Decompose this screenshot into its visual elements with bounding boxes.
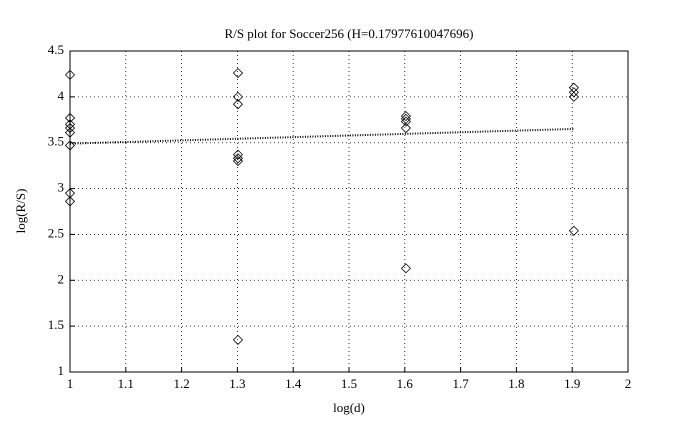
point	[400, 263, 411, 274]
y-tick-label: 4.5	[48, 42, 64, 57]
x-tick-label: 1.1	[118, 376, 134, 391]
y-tick-label: 3.5	[48, 134, 64, 149]
point	[232, 155, 244, 167]
x-tick-label: 1.8	[508, 376, 524, 391]
point	[232, 149, 244, 160]
point	[568, 87, 579, 98]
y-tick-label: 1.5	[48, 317, 64, 332]
point	[64, 112, 76, 124]
point	[400, 111, 411, 122]
point	[232, 99, 244, 110]
fit-line	[69, 127, 574, 145]
x-tick-label: 1.7	[452, 376, 469, 391]
y-tick-label: 2	[58, 271, 65, 286]
x-tick-label: 1.3	[229, 376, 245, 391]
y-tick-label: 1	[58, 363, 65, 378]
point	[568, 91, 579, 102]
point	[64, 196, 76, 207]
x-tick-label: 1	[67, 376, 74, 391]
chart-title: R/S plot for Soccer256 (H=0.179776100476…	[225, 26, 474, 41]
point	[232, 334, 244, 345]
x-tick-label: 1.5	[341, 376, 357, 391]
point	[400, 122, 411, 134]
y-tick-label: 2.5	[48, 225, 64, 240]
point	[64, 127, 76, 138]
point	[568, 225, 579, 236]
point	[400, 113, 411, 124]
x-tick-label: 2	[625, 376, 632, 391]
x-tick-label: 1.9	[564, 376, 580, 391]
x-tick-label: 1.2	[173, 376, 189, 391]
y-tick-label: 3	[58, 180, 65, 195]
point	[64, 188, 76, 199]
point	[232, 153, 244, 164]
x-tick-label: 1.6	[397, 376, 414, 391]
point	[64, 119, 76, 130]
x-tick-label: 1.4	[285, 376, 302, 391]
y-tick-label: 4	[58, 88, 65, 103]
point	[400, 116, 411, 127]
point	[64, 69, 76, 80]
point	[64, 122, 76, 134]
point	[232, 91, 244, 102]
point	[232, 67, 244, 79]
x-axis-label: log(d)	[333, 400, 365, 415]
plot-frame	[69, 50, 629, 373]
y-axis-label: log(R/S)	[13, 189, 28, 234]
